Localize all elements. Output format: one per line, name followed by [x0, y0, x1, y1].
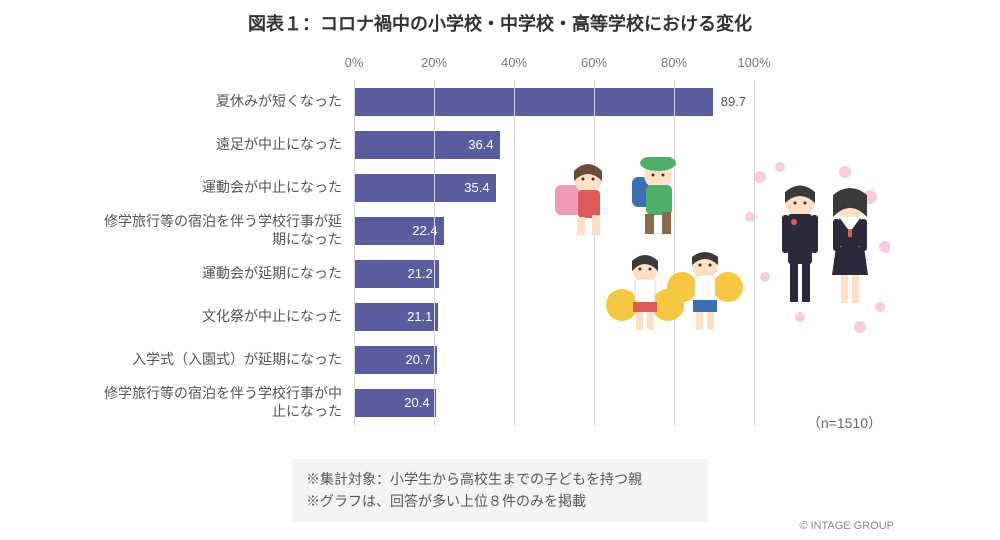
bar-row: 文化祭が中止になった21.1	[354, 295, 754, 338]
bar-value: 20.7	[405, 352, 430, 367]
gridline	[754, 80, 755, 426]
x-tick-label: 80%	[661, 55, 687, 70]
bar-label: 運動会が中止になった	[96, 179, 354, 197]
bar-row: 運動会が中止になった35.4	[354, 166, 754, 209]
bar-value: 20.4	[404, 395, 429, 410]
bar-label: 遠足が中止になった	[96, 136, 354, 154]
bar-value: 21.2	[407, 266, 432, 281]
x-tick-label: 100%	[737, 55, 770, 70]
x-tick-label: 20%	[421, 55, 447, 70]
footnote-box: ※集計対象：小学生から高校生までの子どもを持つ親 ※グラフは、回答が多い上位８件…	[292, 459, 708, 522]
bar: 36.4	[354, 131, 500, 159]
bar-value: 36.4	[468, 137, 493, 152]
bar: 35.4	[354, 174, 496, 202]
bar-row: 遠足が中止になった36.4	[354, 123, 754, 166]
x-tick-label: 60%	[581, 55, 607, 70]
bar: 20.4	[354, 389, 436, 417]
bar-label: 入学式（入園式）が延期になった	[96, 351, 354, 369]
x-tick-label: 0%	[345, 55, 364, 70]
gridline	[434, 80, 435, 426]
footnote-line-2: ※グラフは、回答が多い上位８件のみを掲載	[306, 491, 694, 513]
bar	[354, 88, 713, 116]
bar-row: 運動会が延期になった21.2	[354, 252, 754, 295]
chart-area: 夏休みが短くなった89.7遠足が中止になった36.4運動会が中止になった35.4…	[96, 55, 896, 435]
gridline	[674, 80, 675, 426]
bar-label: 運動会が延期になった	[96, 265, 354, 283]
bar-label: 修学旅行等の宿泊を伴う学校行事が延期になった	[96, 213, 354, 248]
bar-value: 89.7	[713, 94, 746, 109]
bar-row: 入学式（入園式）が延期になった20.7	[354, 338, 754, 381]
gridline	[594, 80, 595, 426]
bar: 21.1	[354, 303, 438, 331]
bar-label: 修学旅行等の宿泊を伴う学校行事が中止になった	[96, 385, 354, 420]
bar-value: 35.4	[464, 180, 489, 195]
sample-size-note: （n=1510）	[807, 413, 882, 433]
gridline	[514, 80, 515, 426]
footnote-line-1: ※集計対象：小学生から高校生までの子どもを持つ親	[306, 469, 694, 491]
bar: 20.7	[354, 346, 437, 374]
bar: 22.4	[354, 217, 444, 245]
chart-title: 図表１：コロナ禍中の小学校・中学校・高等学校における変化	[0, 0, 1000, 36]
bar-row: 修学旅行等の宿泊を伴う学校行事が中止になった20.4	[354, 381, 754, 424]
gridline	[354, 80, 355, 426]
x-tick-label: 40%	[501, 55, 527, 70]
bar-row: 修学旅行等の宿泊を伴う学校行事が延期になった22.4	[354, 209, 754, 252]
bar-label: 夏休みが短くなった	[96, 93, 354, 111]
copyright: © INTAGE GROUP	[799, 520, 894, 532]
bar: 21.2	[354, 260, 439, 288]
bar-value: 21.1	[407, 309, 432, 324]
plot-area: 夏休みが短くなった89.7遠足が中止になった36.4運動会が中止になった35.4…	[354, 80, 754, 425]
bar-label: 文化祭が中止になった	[96, 308, 354, 326]
bar-row: 夏休みが短くなった89.7	[354, 80, 754, 123]
